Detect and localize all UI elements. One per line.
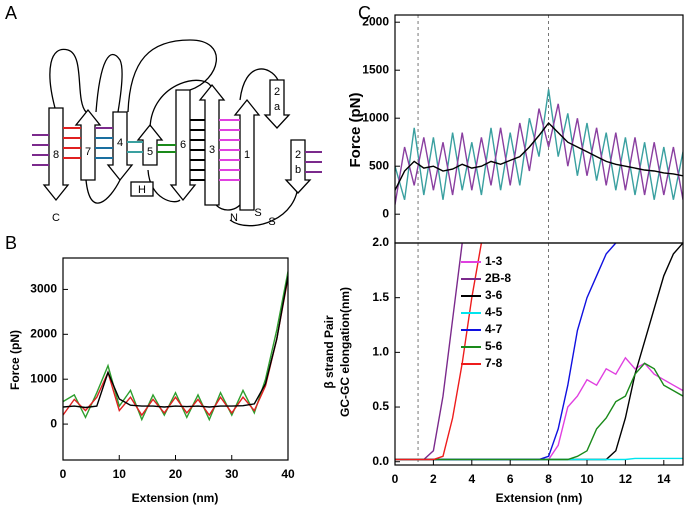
plot-frame [394, 14, 684, 244]
strand-label: 4 [117, 137, 123, 149]
data-line [395, 89, 683, 200]
panel-label: B [5, 233, 17, 253]
x-tick-label: 6 [507, 472, 514, 486]
y-tick-label: 0.5 [372, 399, 389, 413]
disulfide-label: S [254, 207, 261, 219]
y-tick-label: 1.5 [372, 290, 389, 304]
strand-label: 2 [295, 149, 301, 161]
y-axis-label: Force (pN) [8, 330, 22, 390]
plot-frame [394, 242, 684, 466]
disulfide-label: S [268, 216, 275, 228]
data-line [395, 356, 683, 461]
x-tick-label: 8 [545, 472, 552, 486]
strand-label: 7 [85, 146, 91, 158]
y-tick-label: 1500 [362, 62, 389, 76]
y-tick-label: 2000 [362, 14, 389, 28]
data-line [395, 243, 463, 461]
x-tick-label: 20 [169, 467, 183, 481]
legend-label: 4-5 [485, 305, 503, 319]
strand [284, 139, 312, 194]
x-tick-label: 30 [225, 467, 239, 481]
strand [106, 111, 134, 182]
legend-label: 3-6 [485, 288, 503, 302]
helix-label: H [138, 184, 146, 196]
x-tick-label: 10 [113, 467, 127, 481]
data-line [63, 278, 288, 417]
terminus-label: N [230, 212, 238, 224]
data-line [395, 121, 683, 191]
topology-diagram: A 8 7 4 5 6 3 1 2 a 2 b H N C [5, 3, 322, 228]
y-tick-label: 2.0 [372, 235, 389, 249]
y-tick-label: 1.0 [372, 345, 389, 359]
panel-label: A [5, 3, 17, 23]
x-tick-label: 0 [60, 467, 67, 481]
strand [136, 123, 164, 166]
loop [49, 39, 299, 227]
x-tick-label: 40 [281, 467, 295, 481]
strand [263, 79, 291, 129]
y-tick-label: 2000 [30, 326, 57, 340]
terminus-label: C [52, 212, 60, 224]
data-line [395, 362, 683, 461]
y-tick-label: 0.0 [372, 454, 389, 468]
x-tick-label: 2 [430, 472, 437, 486]
legend-label: 1-3 [485, 254, 503, 268]
y-axis-label: β strand Pair [322, 315, 336, 389]
legend-label: 7-8 [485, 356, 503, 370]
x-tick-label: 12 [619, 472, 633, 486]
x-tick-label: 14 [657, 472, 671, 486]
y-tick-label: 0 [50, 416, 57, 430]
x-tick-label: 0 [392, 472, 399, 486]
strand-label: 8 [53, 149, 59, 161]
x-tick-label: 10 [580, 472, 594, 486]
strand [233, 98, 261, 211]
strand-label: 3 [209, 144, 215, 156]
x-axis-label: Extension (nm) [132, 491, 219, 505]
y-tick-label: 3000 [30, 282, 57, 296]
strand-label: b [295, 164, 301, 176]
strand-label: 5 [147, 146, 153, 158]
strand [42, 107, 70, 202]
strand [198, 83, 226, 206]
strand-label: 2 [274, 86, 280, 98]
strand-label: 6 [180, 139, 186, 151]
x-tick-label: 4 [468, 472, 475, 486]
legend-label: 4-7 [485, 322, 503, 336]
hbonds [32, 119, 322, 181]
y-tick-label: 1000 [30, 371, 57, 385]
strand-label: a [274, 101, 281, 113]
y-axis-label: GC-GC elongation(nm) [338, 287, 352, 417]
data-line [395, 103, 683, 205]
data-line [63, 275, 288, 409]
legend-label: 2B-8 [485, 271, 511, 285]
strand [169, 89, 197, 202]
strand [74, 108, 102, 181]
x-axis-label: Extension (nm) [496, 491, 583, 505]
panel-label: C [358, 3, 371, 23]
y-tick-label: 1000 [362, 110, 389, 124]
legend-label: 5-6 [485, 339, 503, 353]
plot-frame [62, 257, 289, 461]
y-tick-label: 500 [369, 158, 389, 172]
y-axis-label: Force (pN) [347, 92, 364, 167]
helix [130, 181, 154, 197]
y-tick-label: 0 [382, 206, 389, 220]
strand-label: 1 [244, 149, 250, 161]
